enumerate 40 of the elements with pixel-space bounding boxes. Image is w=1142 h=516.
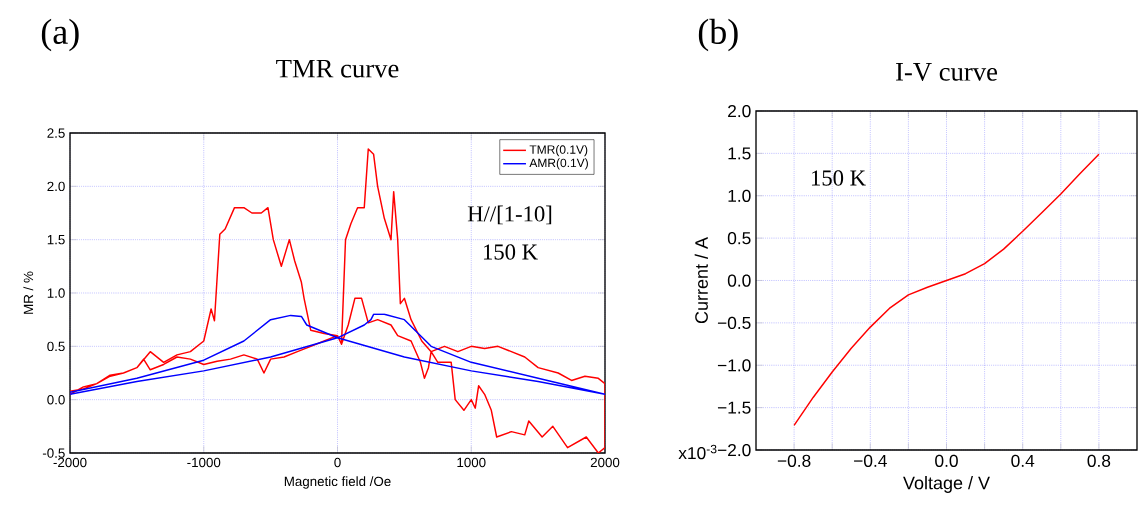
y-tick-label: 0.5 (47, 341, 65, 352)
x-tick-label: −0.8 (777, 454, 811, 467)
annotation: 150 K (811, 170, 866, 186)
x-tick-label: 0 (334, 457, 341, 468)
x-axis-title: Voltage / V (903, 476, 990, 493)
x-tick-label: 0.0 (935, 454, 958, 467)
y-tick-label: 0.5 (727, 232, 751, 245)
y-tick-label: 0.0 (727, 274, 751, 287)
text: (b) (698, 18, 738, 52)
x-axis-title: Magnetic field /Oe (284, 476, 391, 489)
annotation: H//[1-10] (467, 205, 552, 225)
y-tick-label: −1.0 (717, 359, 751, 372)
legend-label: TMR(0.1V) (529, 145, 588, 157)
y-tick-label: -0.5 (42, 448, 65, 458)
y-tick-label: 1.5 (47, 235, 65, 245)
y-tick-label: 1.5 (728, 147, 751, 160)
y-tick-label: −1.5 (717, 401, 751, 414)
x-tick-label: -1000 (187, 457, 221, 468)
y-tick-label: 2.5 (47, 128, 65, 138)
y-tick-label: 0.0 (47, 395, 65, 405)
y-tick-label: −2.0 (717, 443, 751, 457)
y-axis-title: Current / A (694, 237, 708, 324)
x-tick-label: 0.4 (1011, 454, 1035, 467)
x-tick-label: 0.8 (1087, 454, 1111, 467)
chart-title: I-V curve (896, 63, 998, 81)
y-tick-label: 2.0 (728, 104, 751, 118)
x-tick-label: 2000 (590, 457, 620, 468)
y-tick-label: 1.0 (47, 288, 65, 298)
legend-label: AMR(0.1V) (529, 158, 588, 170)
annotation: 150 K (483, 244, 538, 260)
y-tick-label: 1.0 (728, 189, 751, 202)
chart-title: TMR curve (276, 59, 399, 78)
y-tick-label: −0.5 (717, 316, 751, 330)
x-tick-label: -2000 (53, 457, 87, 468)
y-tick-label: 2.0 (47, 181, 65, 192)
x-tick-label: −0.4 (854, 454, 887, 467)
text: (a) (41, 18, 79, 52)
text: x10$^{-3}$ (678, 444, 717, 460)
x-tick-label: 1000 (457, 457, 486, 468)
y-axis-title: MR / % (23, 271, 34, 314)
